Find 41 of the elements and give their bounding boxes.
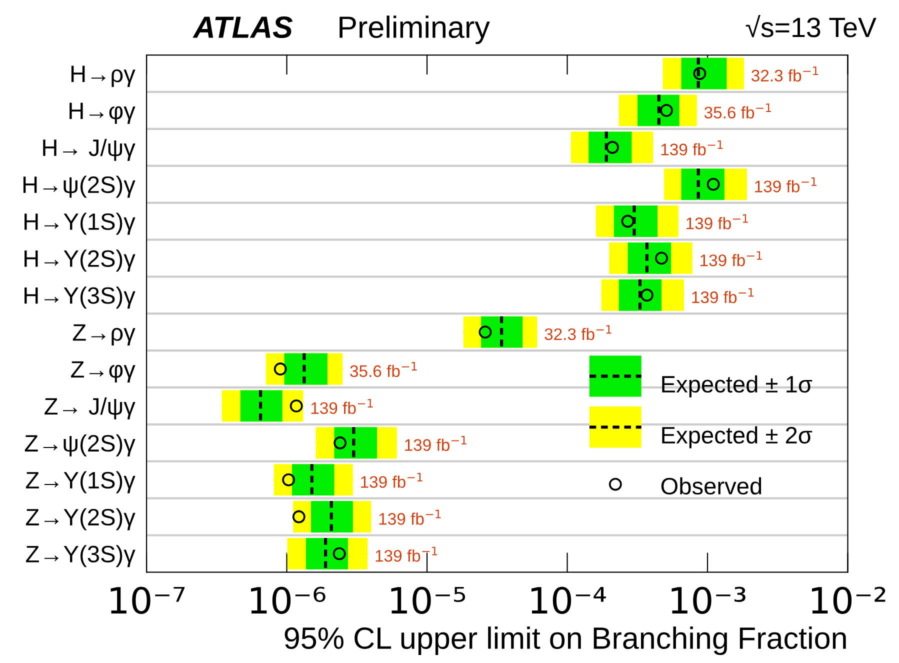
y-tick-label: Z→Υ(1S)γ	[26, 471, 136, 494]
y-tick-label: H→ J/ψγ	[43, 138, 136, 161]
annotation: 139 fb$^{−1}$	[755, 177, 816, 192]
annotation: 35.6 fb$^{−1}$	[704, 103, 772, 118]
y-tick-label: Z→ J/ψγ	[44, 397, 136, 420]
annotation: 139 fb$^{−1}$	[311, 398, 373, 414]
y-tick-label: H→ψ(2S)γ	[23, 176, 136, 198]
legend-label: Expected ± 1σ	[662, 375, 812, 398]
annotation: 139 fb$^{−1}$	[661, 140, 723, 156]
annotation: 139 fb$^{−1}$	[405, 436, 466, 451]
annotation: 139 fb$^{−1}$	[361, 472, 422, 488]
annotation: 139 fb$^{−1}$	[686, 214, 748, 230]
x-axis-title: 95% CL upper limit on Branching Fraction	[284, 626, 846, 656]
y-tick-label: H→φγ	[70, 102, 136, 124]
annotation: 139 fb$^{−1}$	[379, 510, 441, 525]
y-tick-label: Z→Υ(3S)γ	[26, 545, 136, 568]
x-tick-label: 10⁻⁴	[531, 586, 606, 614]
x-tick-label: 10⁻³	[672, 586, 746, 614]
y-tick-label: H→Υ(2S)γ	[24, 250, 136, 272]
text: Preliminary	[340, 16, 490, 44]
y-tick-label: H→Υ(1S)γ	[24, 212, 136, 235]
annotation: 139 fb$^{−1}$	[376, 546, 438, 562]
y-tick-label: H→Υ(3S)γ	[24, 286, 136, 309]
x-tick-label: 10⁻⁵	[391, 586, 466, 614]
y-tick-label: Z→ψ(2S)γ	[24, 434, 136, 456]
legend-label: Observed	[661, 477, 762, 495]
y-tick-label: H→ργ	[71, 66, 136, 87]
x-tick-label: 10⁻⁶	[251, 586, 326, 614]
annotation: 139 fb$^{−1}$	[700, 251, 762, 266]
annotation: 32.3 fb$^{−1}$	[544, 325, 612, 340]
x-tick-label: 10⁻⁷	[110, 586, 185, 614]
y-tick-label: Z→Υ(2S)γ	[26, 508, 136, 530]
annotation: 35.6 fb$^{−1}$	[350, 362, 417, 378]
y-tick-label: Z→ργ	[72, 324, 136, 346]
text: √s=13 TeV	[746, 15, 876, 38]
annotation: 32.3 fb$^{−1}$	[752, 66, 818, 82]
annotation: 139 fb$^{−1}$	[692, 288, 754, 304]
text: ATLAS	[192, 16, 293, 38]
legend-label: Expected ± 2σ	[662, 426, 812, 448]
y-tick-label: Z→φγ	[71, 361, 136, 382]
x-tick-label: 10⁻²	[812, 586, 886, 614]
